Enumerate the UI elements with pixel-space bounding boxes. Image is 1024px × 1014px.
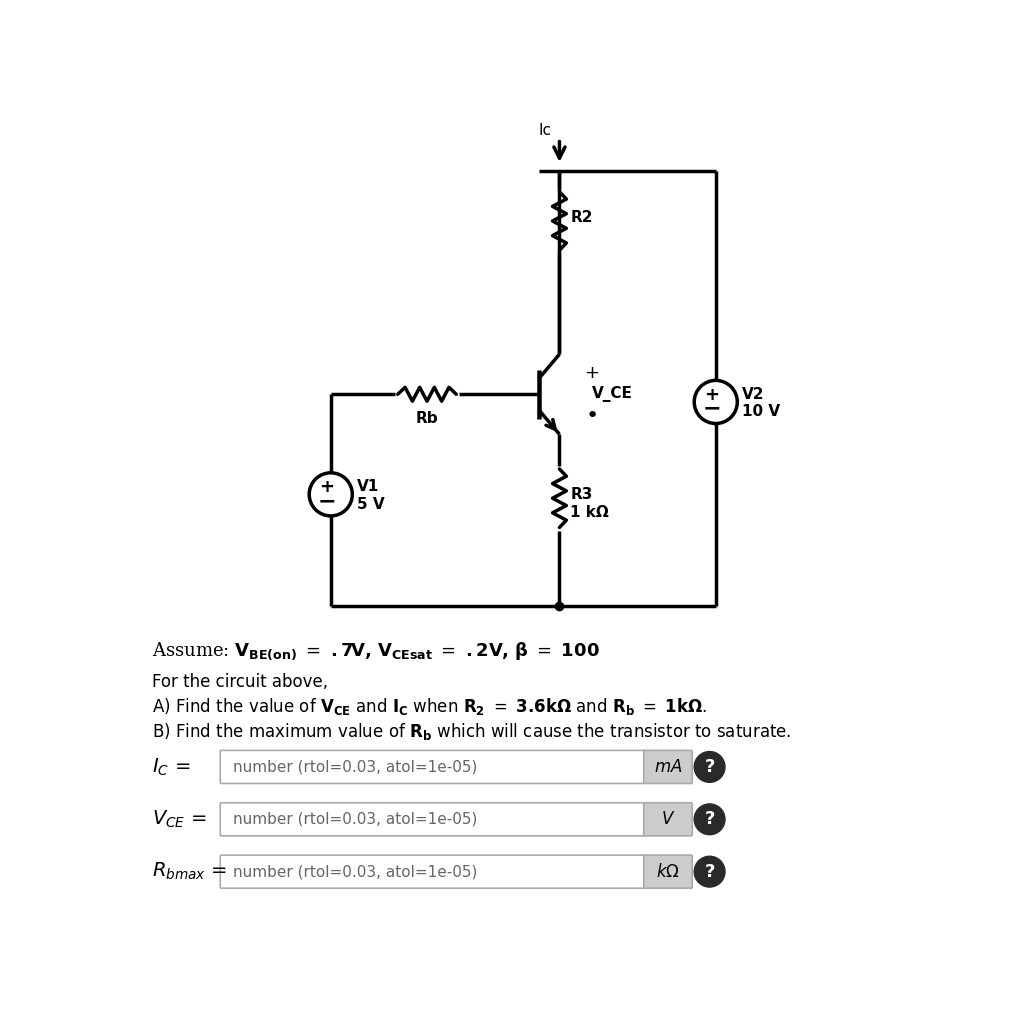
Text: ?: ?	[705, 757, 715, 776]
FancyBboxPatch shape	[644, 855, 692, 888]
Circle shape	[694, 856, 725, 887]
Text: R2: R2	[570, 210, 593, 225]
Text: Assume: $\mathbf{V}_{\mathbf{BE(on)}}$ $=$ $\mathbf{.7V}$$\mathbf{,}$ $\mathbf{V: Assume: $\mathbf{V}_{\mathbf{BE(on)}}$ $…	[153, 641, 600, 662]
Text: 1 kΩ: 1 kΩ	[570, 505, 609, 519]
Circle shape	[694, 804, 725, 835]
Text: R3: R3	[570, 487, 593, 502]
Text: Ic: Ic	[539, 123, 552, 138]
Text: −: −	[317, 492, 336, 511]
FancyBboxPatch shape	[220, 855, 646, 888]
Text: •: •	[585, 406, 598, 426]
Text: For the circuit above,: For the circuit above,	[153, 673, 329, 691]
Text: $I_C$ =: $I_C$ =	[153, 756, 190, 778]
Text: +: +	[585, 364, 599, 381]
FancyBboxPatch shape	[644, 803, 692, 836]
FancyBboxPatch shape	[644, 750, 692, 784]
Text: number (rtol=0.03, atol=1e-05): number (rtol=0.03, atol=1e-05)	[233, 864, 477, 879]
Text: ?: ?	[705, 810, 715, 828]
Text: V_CE: V_CE	[592, 386, 633, 403]
Text: B) Find the maximum value of $\mathbf{R_b}$ which will cause the transistor to s: B) Find the maximum value of $\mathbf{R_…	[153, 721, 792, 741]
Text: ?: ?	[705, 863, 715, 881]
FancyBboxPatch shape	[220, 750, 646, 784]
Text: Rb: Rb	[416, 412, 438, 426]
Text: V2: V2	[742, 386, 765, 402]
Text: −: −	[702, 399, 721, 419]
Text: V1: V1	[357, 480, 379, 494]
Text: +: +	[705, 386, 720, 404]
Text: +: +	[319, 479, 335, 497]
Text: $k\Omega$: $k\Omega$	[656, 863, 680, 881]
Text: $V_{CE}$ =: $V_{CE}$ =	[153, 808, 207, 829]
Text: A) Find the value of $\mathbf{V_{CE}}$ and $\mathbf{I_C}$ when $\mathbf{R_2}$ $=: A) Find the value of $\mathbf{V_{CE}}$ a…	[153, 696, 708, 717]
Text: 5 V: 5 V	[357, 497, 385, 512]
FancyBboxPatch shape	[220, 803, 646, 836]
Text: 10 V: 10 V	[742, 405, 780, 420]
Text: $R_{bmax}$ =: $R_{bmax}$ =	[153, 861, 227, 882]
Text: number (rtol=0.03, atol=1e-05): number (rtol=0.03, atol=1e-05)	[233, 759, 477, 775]
Text: $V$: $V$	[660, 810, 675, 828]
Circle shape	[694, 751, 725, 783]
Text: number (rtol=0.03, atol=1e-05): number (rtol=0.03, atol=1e-05)	[233, 812, 477, 826]
Text: $mA$: $mA$	[653, 757, 682, 776]
